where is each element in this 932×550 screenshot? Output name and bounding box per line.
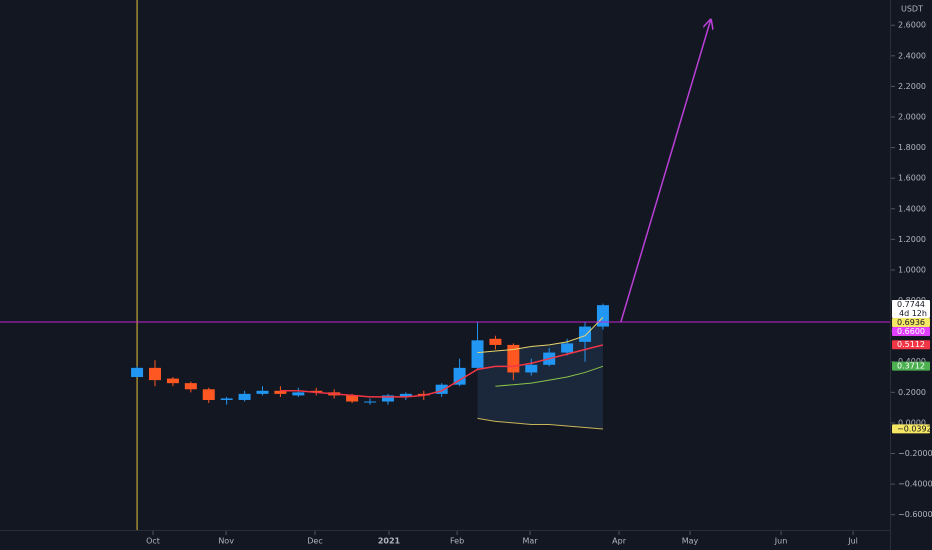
candle-body: [310, 390, 323, 393]
y-tick-label: 1.6000: [898, 174, 926, 183]
price-label-bg: [892, 326, 930, 336]
candle-body: [453, 367, 466, 385]
candle-body: [399, 393, 412, 397]
price-label-countdown: 4d 12h: [899, 309, 927, 318]
y-tick-label: 1.8000: [898, 143, 926, 152]
candle-body: [184, 383, 197, 390]
x-tick-label: Jul: [847, 537, 858, 546]
candle-body: [256, 390, 269, 394]
candle-body: [346, 395, 359, 402]
candle-body: [435, 384, 448, 394]
candle-body: [579, 326, 592, 342]
x-tick-label: 2021: [378, 537, 401, 546]
candle-body: [489, 338, 502, 345]
price-label-bg: [892, 299, 930, 318]
price-label-bg: [892, 340, 930, 350]
y-tick-label: 1.0000: [898, 265, 926, 274]
y-tick-label: −0.4000: [898, 480, 932, 489]
price-label: 0.6600: [897, 327, 925, 336]
x-tick-label: Apr: [612, 537, 627, 546]
y-tick-label: −0.6000: [898, 510, 932, 519]
candle-body: [166, 378, 179, 384]
candle-body: [381, 395, 394, 402]
price-label-bg: [892, 317, 930, 327]
y-tick-label: 0.2000: [898, 388, 926, 397]
x-tick-label: May: [682, 537, 699, 546]
indicator-line: [495, 365, 604, 387]
price-label: −0.0392: [897, 424, 932, 433]
candle-body: [131, 367, 144, 378]
y-tick-label: 2.4000: [898, 51, 926, 60]
y-tick-label: 1.4000: [898, 204, 926, 213]
x-tick-label: Oct: [146, 537, 160, 546]
indicator-line: [477, 417, 603, 430]
candle-body: [220, 398, 233, 400]
candle-body: [148, 367, 161, 381]
candle-body: [471, 340, 484, 368]
indicator-line: [477, 317, 604, 354]
candle-body: [274, 390, 287, 394]
x-tick-label: Dec: [307, 537, 322, 546]
price-label: 0.3712: [897, 362, 925, 371]
candle-body: [364, 401, 377, 403]
price-label: 0.5112: [897, 340, 925, 349]
y-tick-label: 1.2000: [898, 235, 926, 244]
candle-body: [292, 392, 305, 396]
candle-body: [596, 305, 609, 327]
x-tick-label: Nov: [218, 537, 234, 546]
x-tick-label: Mar: [522, 537, 538, 546]
indicator-line: [280, 344, 604, 398]
y-tick-label: 2.2000: [898, 82, 926, 91]
x-tick-label: Feb: [450, 537, 464, 546]
candle-body: [238, 393, 251, 400]
candle-body: [202, 389, 215, 400]
candle-body: [561, 343, 574, 353]
y-tick-label: 2.6000: [898, 21, 926, 30]
candle-body: [525, 364, 538, 373]
price-label-bg: [892, 424, 930, 434]
price-label: 0.7744: [897, 300, 925, 309]
price-label: 0.6936: [897, 318, 925, 327]
y-tick-label: −0.2000: [898, 449, 932, 458]
x-tick-label: Jun: [774, 537, 788, 546]
y-tick-label: 0.0000: [898, 418, 926, 427]
currency-label: USDT: [901, 5, 923, 14]
price-label-bg: [892, 361, 930, 371]
y-tick-label: 2.0000: [898, 113, 926, 122]
arrow: [620, 21, 711, 323]
